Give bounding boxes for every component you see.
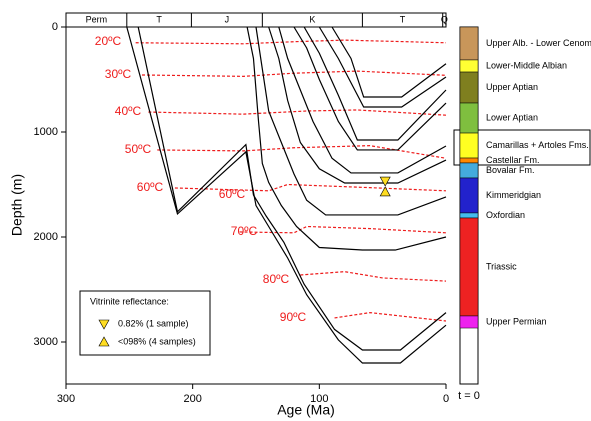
period-band bbox=[65, 12, 447, 28]
lithology-unit bbox=[459, 102, 479, 134]
isotherm bbox=[239, 225, 447, 234]
lithology-unit bbox=[459, 212, 479, 219]
burial-curve bbox=[137, 26, 447, 351]
lithology-label: Castellar Fm. bbox=[486, 155, 540, 165]
isotherm-label: 80ºC bbox=[263, 272, 290, 286]
isotherm-label: 20ºC bbox=[95, 34, 122, 48]
legend-marker bbox=[98, 336, 110, 347]
lithology-label: Upper Permian bbox=[486, 316, 547, 326]
isotherm-label: 30ºC bbox=[105, 67, 132, 81]
isotherm-label: 50ºC bbox=[125, 142, 152, 156]
lithology-label: Lower Aptian bbox=[486, 112, 538, 122]
lithology-unit bbox=[459, 315, 479, 329]
burial-curve bbox=[246, 26, 447, 251]
y-tick-label: 0 bbox=[52, 21, 58, 33]
burial-curve bbox=[331, 26, 447, 98]
lithology-label: Triassic bbox=[486, 261, 517, 271]
burial-curve bbox=[293, 26, 447, 151]
isotherm bbox=[135, 39, 447, 45]
lithology-unit bbox=[459, 59, 479, 73]
burial-curve bbox=[126, 26, 447, 364]
legend-marker bbox=[98, 319, 110, 330]
burial-curve bbox=[303, 26, 447, 141]
isotherm-label: 60ºC bbox=[219, 187, 246, 201]
burial-curve bbox=[255, 26, 447, 216]
lithology-unit bbox=[459, 157, 479, 164]
isotherm-label: 70ºC bbox=[231, 224, 258, 238]
legend-label: <098% (4 samples) bbox=[118, 336, 196, 346]
lithology-label: Oxfordian bbox=[486, 210, 525, 220]
lithology-unit bbox=[459, 162, 479, 179]
y-tick-label: 2000 bbox=[34, 231, 58, 243]
legend-label: 0.82% (1 sample) bbox=[118, 318, 189, 328]
lithology-label: Lower-Middle Albian bbox=[486, 60, 567, 70]
x-axis-label: Age (Ma) bbox=[277, 402, 335, 418]
lithology-unit bbox=[459, 217, 479, 317]
period-label: T bbox=[400, 14, 406, 24]
burial-curve bbox=[318, 26, 447, 108]
y-tick-label: 3000 bbox=[34, 336, 58, 348]
isotherm-label: 90ºC bbox=[280, 310, 307, 324]
isotherm bbox=[300, 271, 447, 282]
lithology-unit bbox=[459, 26, 479, 61]
isotherm-label: 60ºC bbox=[137, 180, 164, 194]
isotherm bbox=[174, 183, 447, 192]
sample-marker bbox=[379, 176, 391, 187]
lithology-label: Upper Aptian bbox=[486, 82, 538, 92]
burial-curve bbox=[278, 26, 447, 174]
x-tick-label: 100 bbox=[310, 393, 328, 405]
x-tick-label: 300 bbox=[57, 393, 75, 405]
y-axis-label: Depth (m) bbox=[9, 174, 25, 236]
period-label: J bbox=[225, 14, 230, 24]
lithology-label: Kimmeridgian bbox=[486, 190, 541, 200]
period-label: K bbox=[309, 14, 315, 24]
y-tick-label: 1000 bbox=[34, 126, 58, 138]
period-label: Perm bbox=[86, 14, 108, 24]
lithology-unit bbox=[459, 177, 479, 214]
highlight-box bbox=[453, 129, 591, 166]
x-tick-label: 0 bbox=[443, 393, 449, 405]
isotherm-label: 40ºC bbox=[115, 104, 142, 118]
lithology-label: Camarillas + Artoles Fms. bbox=[486, 140, 589, 150]
x-tick-label: 200 bbox=[183, 393, 201, 405]
legend-title: Vitrinite reflectance: bbox=[90, 296, 169, 306]
isotherm bbox=[148, 109, 447, 116]
time-label: t = 0 bbox=[458, 390, 480, 402]
lithology-label: Upper Alb. - Lower Cenom. bbox=[486, 38, 591, 48]
burial-curve bbox=[268, 26, 447, 184]
lithology-label: Bovalar Fm. bbox=[486, 165, 535, 175]
lithology-unit bbox=[459, 71, 479, 104]
sample-marker bbox=[379, 186, 391, 197]
period-label: T bbox=[156, 14, 162, 24]
lithology-unit bbox=[459, 132, 479, 159]
period-label: Q bbox=[441, 14, 448, 24]
isotherm bbox=[157, 145, 447, 159]
isotherm bbox=[334, 311, 447, 322]
